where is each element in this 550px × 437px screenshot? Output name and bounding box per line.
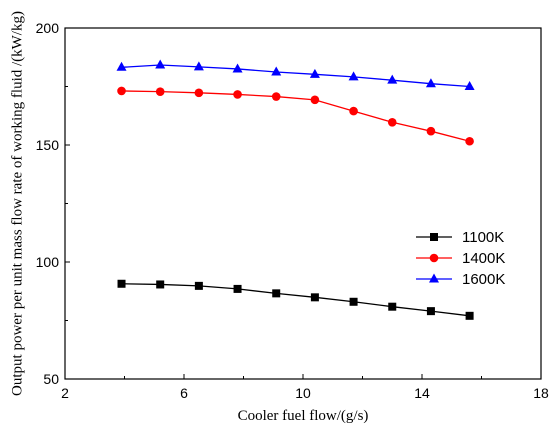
legend: 1100K 1400K 1600K <box>416 229 505 288</box>
series-line-1600k <box>121 64 470 88</box>
data-point-1400k <box>117 86 126 96</box>
x-tick-label: 2 <box>61 385 69 401</box>
data-point-1400k <box>349 106 358 116</box>
legend-label-1400k: 1400K <box>462 250 505 267</box>
x-tick-label: 6 <box>180 385 188 401</box>
data-point-1600k <box>464 81 475 90</box>
data-point-1400k <box>155 87 165 96</box>
data-point-1100k <box>272 289 281 298</box>
data-point-1100k <box>349 297 358 306</box>
data-point-1100k <box>117 279 126 288</box>
data-point-1400k <box>465 136 474 146</box>
data-point-1100k <box>233 284 242 293</box>
axis-ticks <box>64 27 542 380</box>
x-tick-label: 10 <box>295 385 311 401</box>
x-tick-label: 14 <box>414 385 430 401</box>
data-point-1600k <box>193 61 204 71</box>
data-point-1100k <box>465 311 474 320</box>
legend-label-1100k: 1100K <box>462 229 504 246</box>
data-point-1100k <box>156 280 165 289</box>
data-point-1100k <box>426 307 435 316</box>
data-point-1400k <box>426 126 436 136</box>
data-point-1600k <box>387 74 398 84</box>
legend-marker-1600k <box>429 273 439 283</box>
data-point-1100k <box>388 302 397 311</box>
series-markers <box>116 59 475 320</box>
data-point-1100k <box>194 281 203 290</box>
series-line-1400k <box>121 90 470 142</box>
y-axis-label: Output power per unit mass flow rate of … <box>9 11 25 396</box>
y-tick-label: 150 <box>36 137 60 153</box>
data-point-1600k <box>309 68 320 78</box>
data-point-1600k <box>116 61 127 71</box>
legend-marker-1100k <box>430 233 438 241</box>
plot-frame <box>64 27 542 380</box>
y-tick-label: 100 <box>36 254 60 270</box>
axis-tick-labels: 2 6 10 14 18 50 100 150 200 <box>36 20 549 401</box>
data-point-1400k <box>233 90 242 99</box>
data-point-1600k <box>271 66 282 76</box>
data-point-1600k <box>425 78 436 88</box>
data-point-1600k <box>155 59 166 69</box>
y-tick-label: 200 <box>36 20 60 36</box>
data-point-1600k <box>232 63 243 73</box>
data-point-1100k <box>310 293 319 302</box>
legend-label-1600k: 1600K <box>462 271 505 288</box>
data-point-1600k <box>348 71 359 81</box>
data-point-1400k <box>310 95 320 105</box>
data-point-1400k <box>387 118 397 127</box>
series-lines <box>121 64 470 317</box>
x-axis-label: Cooler fuel flow/(g/s) <box>238 408 369 424</box>
series-line-1100k <box>121 283 470 317</box>
y-tick-label: 50 <box>43 371 59 387</box>
data-point-1400k <box>194 88 204 98</box>
data-point-1400k <box>271 92 281 101</box>
x-tick-label: 18 <box>533 385 549 401</box>
legend-marker-1400k <box>429 253 439 263</box>
